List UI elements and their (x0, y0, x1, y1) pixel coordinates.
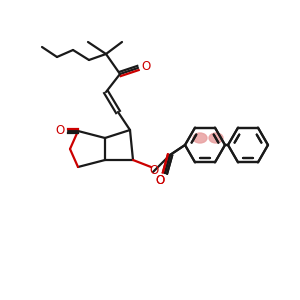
Text: O: O (155, 173, 165, 187)
Ellipse shape (209, 133, 223, 143)
Ellipse shape (193, 133, 207, 143)
Text: O: O (155, 173, 165, 187)
Text: O: O (56, 124, 64, 137)
Text: O: O (149, 164, 159, 178)
Text: O: O (141, 61, 151, 74)
